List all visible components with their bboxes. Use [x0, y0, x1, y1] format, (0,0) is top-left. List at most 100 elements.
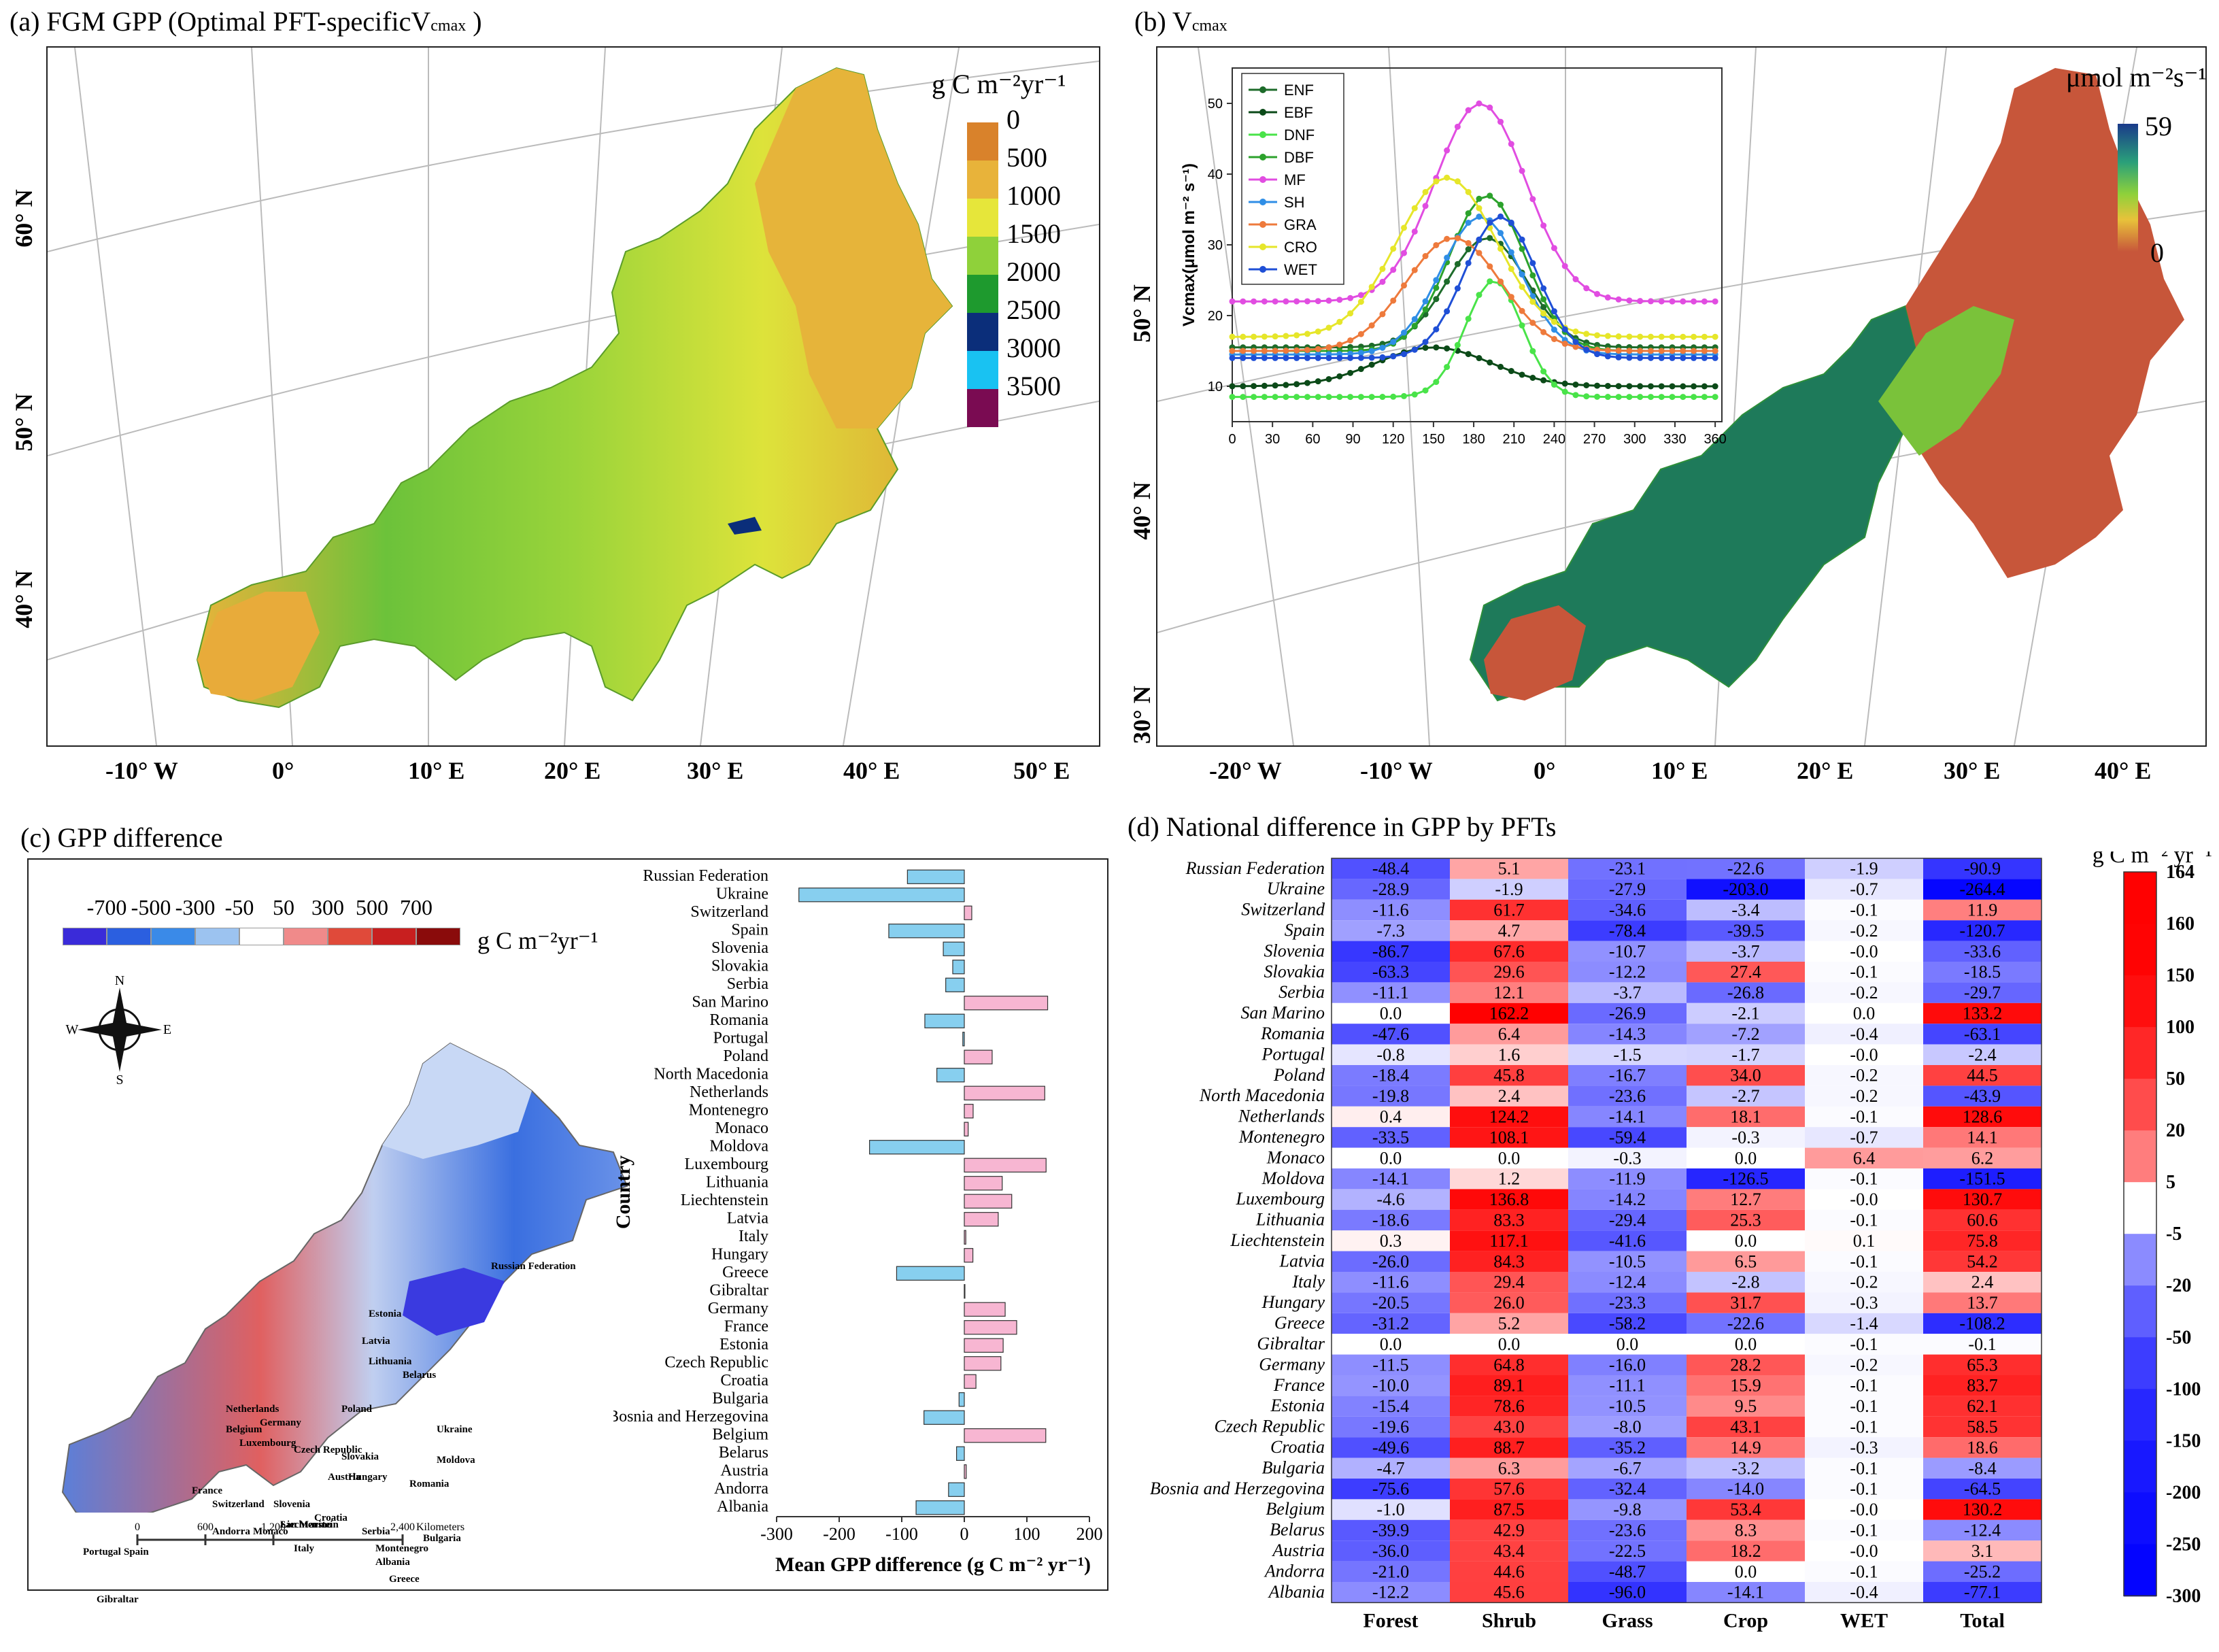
scale-tick-2: 1,200: [261, 1521, 286, 1533]
heatmap-cell: [1332, 941, 1450, 962]
heatmap-cell-value: -0.2: [1850, 1272, 1878, 1292]
heatmap-cell: [1450, 1085, 1568, 1107]
series-point-gra: [1540, 328, 1547, 335]
heatmap-cell: [1805, 962, 1923, 983]
heatmap-cell-value: -23.6: [1609, 1521, 1646, 1540]
heatmap-cell-value: 5.2: [1498, 1314, 1521, 1334]
heatmap-cell: [1332, 879, 1450, 900]
heatmap-cell-value: -26.8: [1727, 983, 1764, 1002]
heatmap-cell-value: -3.7: [1613, 983, 1641, 1002]
bar-category-label: North Macedonia: [654, 1066, 768, 1083]
heatmap-cell-value: 0.0: [1498, 1148, 1521, 1168]
heatmap-cell-value: 1.2: [1498, 1169, 1521, 1189]
heatmap-cell-value: -3.2: [1731, 1458, 1759, 1478]
series-point-gra: [1390, 297, 1397, 304]
heatmap-cell: [1687, 1561, 1805, 1582]
heatmap-cell-value: 0.0: [1735, 1231, 1757, 1251]
scale-tick-0: 0: [135, 1521, 140, 1533]
heatmap-cell: [1805, 1085, 1923, 1107]
series-point-mf: [1444, 147, 1451, 154]
series-point-gra: [1368, 322, 1375, 328]
heatmap-cell: [1687, 1106, 1805, 1128]
heatmap-cell: [1687, 1272, 1805, 1293]
series-point-wet: [1411, 346, 1418, 353]
heatmap-cell-value: -59.4: [1609, 1128, 1646, 1147]
series-point-gra: [1336, 341, 1343, 348]
country-label: Hungary: [348, 1472, 388, 1483]
country-label: Czech Republic: [294, 1445, 362, 1455]
heatmap-cell-value: 0.0: [1380, 1334, 1402, 1354]
series-point-gra: [1325, 344, 1332, 351]
bar-category-label: Czech Republic: [664, 1354, 768, 1372]
heatmap-cell-value: 18.6: [1967, 1438, 1998, 1457]
series-point-cro: [1433, 178, 1440, 185]
bar-category-label: Spain: [731, 922, 768, 939]
heatmap-cell-value: -0.1: [1850, 1334, 1878, 1354]
series-point-dnf: [1561, 388, 1568, 395]
heatmap-cell-value: -26.9: [1609, 1004, 1646, 1024]
heatmap-cell-value: 89.1: [1493, 1376, 1525, 1396]
heatmap-cell: [1805, 1168, 1923, 1190]
heatmap-cell-value: -10.0: [1372, 1376, 1409, 1396]
heatmap-cell-value: -33.5: [1372, 1128, 1409, 1147]
heatmap-cell-value: -0.8: [1376, 1045, 1404, 1064]
heatmap-cell: [1923, 858, 2042, 879]
heatmap-row-label: Gibraltar: [1257, 1334, 1325, 1353]
heatmap-cell: [1805, 1147, 1923, 1168]
heatmap-cell-value: 5.1: [1498, 859, 1521, 879]
series-point-mf: [1637, 298, 1644, 305]
legend-marker: [1259, 109, 1266, 116]
heatmap-cell: [1687, 1209, 1805, 1231]
series-point-wet: [1551, 308, 1557, 315]
heatmap-cell: [1923, 1354, 2042, 1375]
heatmap-cell-value: -0.1: [1850, 962, 1878, 982]
diff-legend-swatch: [239, 928, 284, 945]
heatmap-column-label: Grass: [1602, 1609, 1653, 1632]
heatmap-cell: [1568, 1189, 1687, 1210]
iberia-vcmax: [1484, 605, 1586, 701]
heatmap-cell: [1332, 1230, 1450, 1251]
series-point-mf: [1400, 250, 1407, 256]
series-point-ebf: [1637, 383, 1644, 390]
series-line-gra: [1232, 237, 1716, 352]
series-point-ebf: [1293, 381, 1300, 388]
heatmap-cell: [1805, 1127, 1923, 1148]
bar: [907, 869, 965, 884]
heatmap-cell: [1687, 982, 1805, 1003]
bar-category-label: Bulgaria: [712, 1390, 768, 1408]
heatmap-cell-value: -2.7: [1731, 1086, 1759, 1106]
series-point-gra: [1680, 348, 1687, 354]
heatmap-cell: [1687, 1354, 1805, 1375]
series-point-cro: [1572, 328, 1579, 335]
heatmap-cell-value: 45.8: [1493, 1066, 1525, 1085]
heatmap-cell-value: -2.8: [1731, 1272, 1759, 1292]
heatmap-cell: [1923, 899, 2042, 921]
heatmap-cell-value: 128.6: [1963, 1107, 2003, 1127]
heatmap-cell-value: -21.0: [1372, 1562, 1409, 1581]
series-point-dbf: [1497, 201, 1504, 208]
heatmap-cell-value: 124.2: [1489, 1107, 1529, 1127]
heatmap-cell-value: -12.2: [1372, 1583, 1409, 1602]
heatmap-cell: [1450, 1002, 1568, 1024]
heatmap-row-label: Liechtenstein: [1230, 1230, 1325, 1250]
lon-label: 40° E: [843, 757, 900, 784]
heatmap-cell: [1923, 1479, 2042, 1500]
diff-legend-label: 500: [356, 895, 388, 920]
heatmap-row-label: France: [1273, 1375, 1325, 1395]
heatmap-cell: [1568, 962, 1687, 983]
heatmap-colorbar-segment: [2124, 1027, 2156, 1080]
series-point-ebf: [1701, 383, 1708, 390]
heatmap-cell: [1332, 962, 1450, 983]
colorbar-min-label: 0: [2150, 237, 2164, 268]
bar: [964, 1212, 999, 1227]
series-point-ebf: [1433, 344, 1440, 351]
series-point-mf: [1561, 263, 1568, 269]
heatmap-cell-value: -19.8: [1372, 1086, 1409, 1106]
heatmap-cell: [1568, 1251, 1687, 1272]
heatmap-cell-value: -0.3: [1850, 1293, 1878, 1313]
legend-swatch: [967, 122, 998, 161]
x-tick-label: 240: [1543, 432, 1565, 447]
series-point-ebf: [1615, 383, 1622, 390]
heatmap-cell-value: -15.4: [1372, 1396, 1409, 1416]
series-point-gra: [1347, 337, 1354, 343]
